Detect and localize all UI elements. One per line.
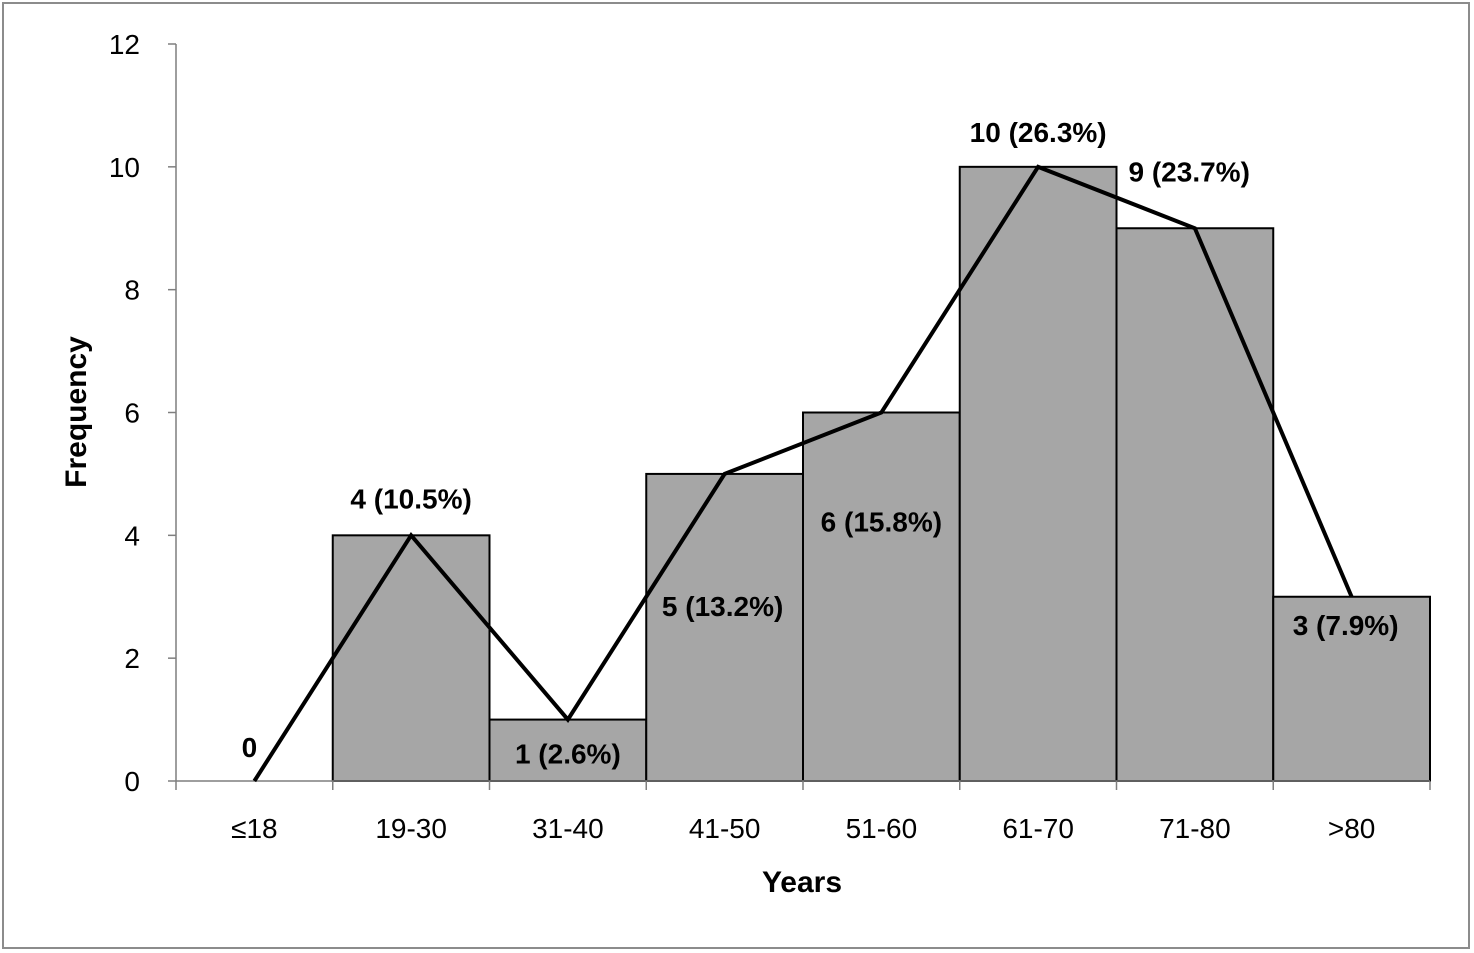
data-label-6: 9 (23.7%) <box>1129 156 1250 187</box>
y-tick-label-5: 10 <box>109 152 140 183</box>
bars-group <box>331 165 1431 783</box>
bar-4 <box>802 411 961 782</box>
bar-3 <box>645 472 804 782</box>
frequency-polygon-group <box>252 164 1354 783</box>
y-tick-label-0: 0 <box>124 766 140 797</box>
x-tick-label-3: 41-50 <box>689 813 761 844</box>
x-tick-label-2: 31-40 <box>532 813 604 844</box>
data-label-1: 4 (10.5%) <box>350 483 471 514</box>
y-axis-title: Frequency <box>60 336 93 488</box>
x-tick-label-6: 71-80 <box>1159 813 1231 844</box>
x-tick-label-7: >80 <box>1328 813 1376 844</box>
data-label-3: 5 (13.2%) <box>662 591 783 622</box>
data-label-5: 10 (26.3%) <box>970 117 1107 148</box>
data-label-0: 0 <box>242 732 258 763</box>
frequency-polygon-line <box>252 164 1354 783</box>
y-tick-label-2: 4 <box>124 520 140 551</box>
bar-2 <box>488 718 648 782</box>
x-axis-title: Years <box>762 866 842 899</box>
bar-6 <box>1115 227 1275 782</box>
y-tick-label-6: 12 <box>109 29 140 60</box>
y-tick-label-1: 2 <box>124 643 140 674</box>
labels-group: 0 4 (10.5%) 1 (2.6%) 5 (13.2%) 6 (15.8%) 10 (… <box>242 117 1399 770</box>
x-tick-label-1: 19-30 <box>375 813 447 844</box>
x-tick-label-4: 51-60 <box>846 813 918 844</box>
bar-1 <box>331 534 491 782</box>
y-tick-label-3: 6 <box>124 398 140 429</box>
x-tick-label-5: 61-70 <box>1002 813 1074 844</box>
data-label-7: 3 (7.9%) <box>1293 610 1399 641</box>
axes-group: 0 2 4 6 8 10 12 ≤18 19-30 31-40 41-50 51-60 61-70 71-… <box>109 29 1431 844</box>
data-label-2: 1 (2.6%) <box>515 739 621 770</box>
bar-5 <box>958 165 1118 783</box>
data-label-4: 6 (15.8%) <box>821 507 942 538</box>
x-tick-label-0: ≤18 <box>231 813 278 844</box>
y-tick-label-4: 8 <box>124 275 140 306</box>
